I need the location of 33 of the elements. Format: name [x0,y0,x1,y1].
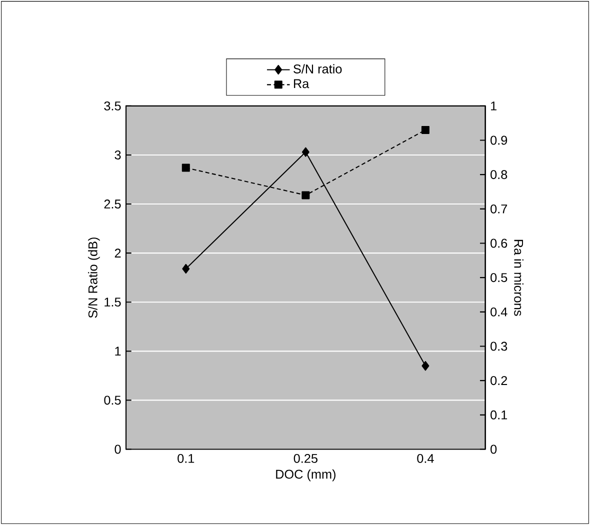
y2-tick-label: 0.9 [490,136,508,145]
x-tick-label: 0.4 [417,454,434,463]
point [421,126,430,134]
point [302,191,310,200]
y-tick-label: 1 [115,346,121,356]
y2-axis-title: Ra in microns [514,240,524,316]
point [182,264,190,274]
y2-tick-label: 0.8 [490,170,508,180]
y2-tick-label: 0.6 [490,238,508,248]
y2-tick-label: 0.2 [490,376,508,386]
y2-tick-label: 0 [490,444,497,454]
x-axis-title: DOC (mm) [276,469,336,482]
y-axis-title: S/N Ratio (dB) [88,238,100,318]
point [302,147,310,157]
legend-label: S/N ratio [294,64,342,74]
legend-label: Ra [294,79,310,88]
y-tick-label: 0 [114,444,121,454]
y2-tick-label: 0.4 [490,307,508,316]
y-tick-label: 2.5 [104,200,121,209]
x-tick-label: 0.25 [294,454,318,463]
y2-tick-label: 1 [491,102,496,110]
point [182,164,190,172]
y-tick-label: 3 [114,150,121,160]
y-tick-label: 2 [114,248,121,258]
y-tick-label: 1.5 [104,298,121,307]
point [422,361,430,371]
y-tick-label: 0.5 [104,396,121,405]
y2-tick-label: 0.1 [490,410,508,420]
y-tick-label: 3.5 [104,101,121,110]
y2-tick-label: 0.5 [490,273,508,282]
y2-tick-label: 0.3 [490,342,508,351]
y2-tick-label: 0.7 [490,204,508,214]
x-tick-label: 0.1 [178,454,194,463]
